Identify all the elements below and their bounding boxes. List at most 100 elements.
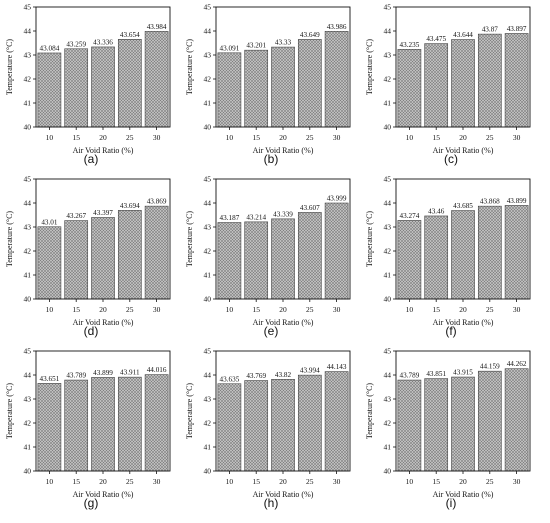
data-label: 43.235 (400, 41, 420, 49)
y-tick-label: 41 (204, 443, 212, 452)
data-label: 43.607 (300, 204, 320, 212)
y-tick-label: 41 (204, 99, 212, 108)
plot-frame (35, 6, 171, 128)
bar (37, 52, 62, 128)
y-axis-label: Temperature (°C) (365, 211, 374, 268)
x-axis-label: Air Void Ratio (%) (73, 318, 134, 327)
plot-frame (35, 350, 171, 472)
x-axis-label: Air Void Ratio (%) (253, 318, 314, 327)
x-tick-label: 15 (72, 305, 80, 314)
chart-panel: 43.274 10 43.46 15 43.685 20 43.868 25 43.899 30 4… (360, 172, 542, 344)
bar (477, 33, 502, 128)
y-axis-label: Temperature (°C) (185, 211, 194, 268)
x-tick-label: 10 (406, 477, 414, 486)
bar-chart: 43.635 10 43.769 15 43.82 20 43.994 25 44.143 30 4… (185, 347, 351, 499)
data-label: 43.899 (93, 369, 113, 377)
bar (64, 48, 89, 128)
bar (271, 218, 295, 300)
y-tick-label: 41 (24, 443, 32, 452)
y-tick-label: 45 (384, 3, 392, 12)
x-tick-label: 10 (406, 305, 414, 314)
bar (424, 43, 449, 128)
y-tick-label: 44 (384, 371, 392, 380)
chart-panel: 43.091 10 43.201 15 43.33 20 43.649 25 43.986 30 4… (180, 0, 362, 172)
y-tick-label: 40 (24, 295, 32, 304)
data-label: 43.87 (482, 26, 499, 34)
x-tick-label: 15 (432, 305, 440, 314)
x-tick-label: 25 (306, 305, 314, 314)
x-tick-label: 10 (46, 305, 54, 314)
data-label: 43.769 (246, 372, 266, 380)
y-tick-label: 43 (204, 395, 212, 404)
x-axis-label: Air Void Ratio (%) (433, 318, 494, 327)
x-tick-label: 20 (279, 477, 287, 486)
x-tick-label: 20 (99, 305, 107, 314)
data-label: 43.649 (300, 31, 320, 39)
x-tick-label: 15 (72, 133, 80, 142)
y-axis-label: Temperature (°C) (185, 383, 194, 440)
y-tick-label: 41 (384, 443, 392, 452)
bar (424, 378, 449, 472)
x-tick-label: 10 (226, 133, 234, 142)
bar-chart: 43.091 10 43.201 15 43.33 20 43.649 25 43.986 30 4… (185, 3, 351, 155)
data-label: 43.869 (147, 198, 167, 206)
bar (64, 379, 89, 472)
x-tick-label: 15 (72, 477, 80, 486)
data-label: 43.897 (507, 25, 527, 33)
bar (504, 33, 529, 128)
bar (297, 39, 322, 128)
data-label: 43.339 (273, 210, 293, 218)
bar (451, 39, 475, 128)
panel-label: (h) (263, 496, 279, 510)
data-label: 43.336 (93, 38, 113, 46)
bar (37, 383, 62, 472)
data-label: 43.01 (41, 218, 58, 226)
y-tick-label: 42 (384, 247, 392, 256)
y-tick-label: 43 (384, 223, 392, 232)
x-tick-label: 30 (513, 133, 521, 142)
panel-label: (d) (83, 324, 99, 338)
chart-panel: 43.651 10 43.789 15 43.899 20 43.911 25 44.016 30… (0, 344, 182, 516)
data-label: 43.851 (426, 370, 446, 378)
x-tick-label: 30 (333, 133, 341, 142)
y-axis-label: Temperature (°C) (365, 383, 374, 440)
y-tick-label: 41 (384, 99, 392, 108)
x-tick-label: 20 (279, 133, 287, 142)
bar (117, 376, 142, 472)
x-tick-label: 30 (153, 133, 161, 142)
y-tick-label: 45 (24, 3, 32, 12)
data-label: 44.262 (507, 360, 527, 368)
x-tick-label: 20 (459, 133, 467, 142)
bar (297, 212, 322, 300)
chart-panel: 43.789 10 43.851 15 43.915 20 44.159 25 44.262 30… (360, 344, 542, 516)
y-tick-label: 45 (384, 175, 392, 184)
x-axis-label: Air Void Ratio (%) (433, 146, 494, 155)
data-label: 44.143 (327, 363, 347, 371)
y-tick-label: 44 (204, 27, 212, 36)
data-label: 43.685 (453, 202, 473, 210)
bar-chart: 43.651 10 43.789 15 43.899 20 43.911 25 44.016 30… (5, 347, 171, 499)
bar (91, 377, 115, 472)
bar (271, 379, 295, 472)
bar (144, 31, 169, 128)
data-label: 43.635 (220, 375, 240, 383)
x-tick-label: 30 (153, 305, 161, 314)
y-tick-label: 45 (204, 3, 212, 12)
x-tick-label: 30 (333, 477, 341, 486)
bar (244, 221, 269, 300)
bar (504, 205, 529, 300)
bar (217, 383, 242, 472)
x-tick-label: 25 (486, 305, 494, 314)
data-label: 43.651 (40, 375, 60, 383)
bar-chart: 43.789 10 43.851 15 43.915 20 44.159 25 44.262 30… (365, 347, 531, 499)
bar (37, 226, 62, 300)
data-label: 43.274 (400, 212, 420, 220)
y-tick-label: 45 (24, 175, 32, 184)
panel-label: (b) (263, 152, 279, 166)
panel-label: (i) (445, 496, 457, 510)
bar (144, 205, 169, 300)
data-label: 43.201 (246, 42, 266, 50)
y-tick-label: 42 (24, 247, 32, 256)
y-tick-label: 40 (384, 123, 392, 132)
y-tick-label: 44 (24, 27, 32, 36)
